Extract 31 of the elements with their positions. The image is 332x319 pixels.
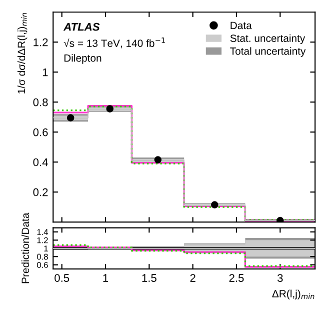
- y-tick-label: 0.4: [33, 158, 48, 166]
- y-tick-label: 1.4: [37, 229, 48, 235]
- y-tick-label: 0.8: [37, 254, 48, 260]
- y-tick-label: 1: [42, 68, 48, 76]
- x-tick-label: 2: [190, 274, 196, 282]
- y-tick-label: 0.6: [37, 262, 48, 268]
- legend-label: Total uncertainty: [230, 47, 306, 57]
- legend-label: Data: [230, 22, 252, 30]
- y-tick-label: 1.2: [37, 237, 48, 244]
- x-tick-label: 1: [103, 274, 108, 282]
- annotation: Dilepton: [64, 54, 102, 64]
- y-axis-title: Prediction/Data: [21, 212, 30, 284]
- x-tick-label: 1.5: [142, 274, 156, 282]
- y-tick-label: 0.2: [33, 188, 48, 196]
- y-tick-label: 1.2: [34, 38, 48, 46]
- point: [66, 114, 74, 122]
- x-tick-label: 2.5: [229, 274, 244, 282]
- point: [106, 105, 114, 112]
- point: [211, 201, 218, 208]
- x-tick-label: 3: [277, 274, 283, 282]
- point: [154, 156, 162, 164]
- y-axis-title: 1/σ dσ/dΔR(l,j)$_{min}$: [17, 12, 28, 94]
- x-tick-label: 0.5: [54, 274, 70, 282]
- x-axis-title: ΔR(l,j)$_{min}$: [272, 290, 314, 300]
- y-tick-label: 1: [44, 246, 48, 252]
- point: [276, 216, 284, 222]
- annotation: ATLAS: [63, 22, 100, 31]
- y-tick-label: 0.6: [33, 128, 48, 136]
- annotation: √s = 13 TeV, 140 fb$^{−1}$: [64, 38, 165, 48]
- y-tick-label: 0.8: [33, 98, 48, 106]
- legend-label: Stat. uncertainty: [230, 34, 306, 44]
